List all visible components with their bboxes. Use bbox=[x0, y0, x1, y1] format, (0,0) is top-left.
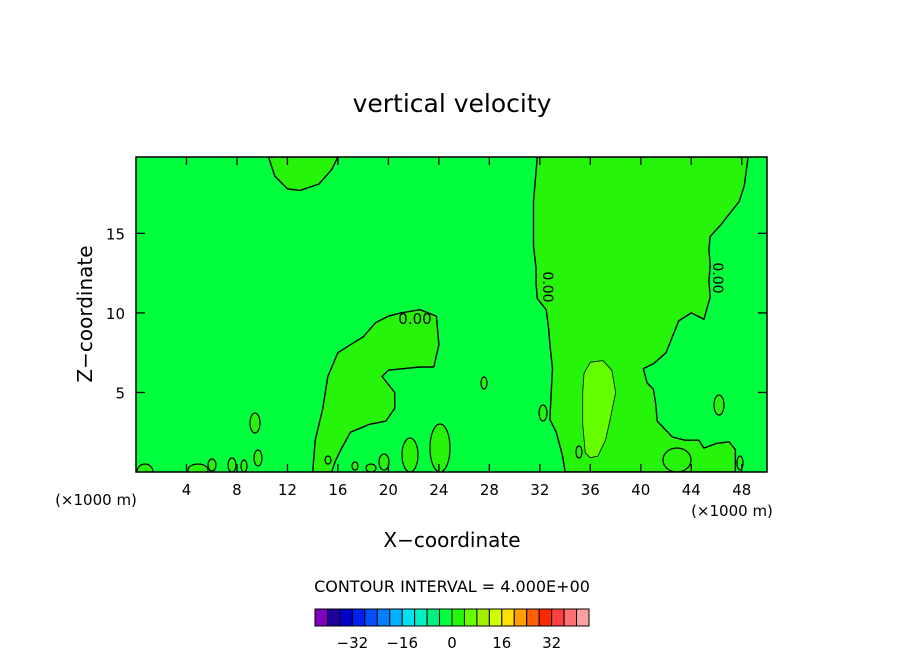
x-tick-label: 32 bbox=[530, 481, 549, 499]
contour-cell bbox=[351, 461, 359, 471]
colorbar-swatch bbox=[376, 608, 391, 627]
colorbar-swatch bbox=[339, 608, 353, 627]
contour-small-cells bbox=[136, 376, 744, 472]
y-tick-label: 15 bbox=[106, 225, 125, 243]
contour-cell bbox=[253, 449, 263, 467]
colorbar-swatch bbox=[513, 608, 528, 627]
contour-cell bbox=[207, 458, 217, 472]
y-tick-label: 5 bbox=[115, 384, 125, 402]
colorbar-swatch bbox=[563, 608, 578, 627]
colorbar bbox=[314, 608, 590, 627]
colorbar-swatch bbox=[551, 608, 565, 627]
x-axis-ticks: 4 8 12 16 20 24 28 32 36 40 44 48 bbox=[182, 157, 751, 499]
contour-interval-text: CONTOUR INTERVAL = 4.000E+00 bbox=[314, 577, 590, 596]
x-axis-label: X−coordinate bbox=[383, 528, 520, 552]
contour-region-2 bbox=[312, 309, 440, 472]
contour-cell bbox=[136, 463, 154, 472]
colorbar-swatch bbox=[351, 608, 366, 627]
x-tick-label: 44 bbox=[682, 481, 701, 499]
contour-cell bbox=[480, 376, 488, 390]
contour-label: 0.00 bbox=[539, 271, 555, 302]
contour-label: 0.00 bbox=[398, 310, 431, 328]
colorbar-swatch bbox=[501, 608, 515, 627]
colorbar-swatch bbox=[314, 608, 328, 627]
colorbar-tick-label: −32 bbox=[337, 634, 369, 652]
x-tick-label: 4 bbox=[182, 481, 192, 499]
contour-cell bbox=[249, 412, 261, 434]
plot-area: 0.00 0.00 0.00 bbox=[135, 156, 768, 473]
colorbar-swatch bbox=[576, 608, 590, 627]
x-tick-label: 16 bbox=[328, 481, 347, 499]
y-axis-ticks: 5 10 15 bbox=[106, 225, 767, 402]
contour-cell bbox=[187, 463, 209, 472]
contour-cell bbox=[324, 455, 332, 465]
colorbar-swatch bbox=[463, 608, 478, 627]
x-unit-left: (×1000 m) bbox=[55, 491, 137, 509]
contour-cell bbox=[240, 459, 248, 472]
colorbar-swatch bbox=[526, 608, 540, 627]
contour-region-1 bbox=[267, 157, 339, 192]
plot-frame bbox=[135, 156, 768, 473]
x-tick-label: 28 bbox=[480, 481, 499, 499]
colorbar-swatch bbox=[426, 608, 441, 627]
contour-cell bbox=[401, 437, 419, 472]
chart-title: vertical velocity bbox=[353, 89, 552, 118]
colorbar-swatch bbox=[439, 608, 453, 627]
contour-cell bbox=[662, 447, 692, 472]
x-tick-label: 8 bbox=[232, 481, 242, 499]
contour-label: 0.00 bbox=[709, 262, 725, 293]
x-tick-label: 12 bbox=[278, 481, 297, 499]
colorbar-swatch bbox=[538, 608, 553, 627]
x-tick-label: 48 bbox=[732, 481, 751, 499]
x-tick-label: 40 bbox=[631, 481, 650, 499]
colorbar-swatch bbox=[488, 608, 503, 627]
contour-regions bbox=[267, 157, 749, 472]
contour-cell bbox=[378, 453, 390, 471]
colorbar-tick-label: 0 bbox=[447, 634, 457, 652]
contour-region-4 bbox=[582, 360, 616, 459]
colorbar-swatch bbox=[414, 608, 428, 627]
contour-cell bbox=[365, 463, 377, 472]
y-axis-label: Z−coordinate bbox=[73, 245, 97, 382]
x-tick-label: 36 bbox=[581, 481, 600, 499]
colorbar-swatch bbox=[326, 608, 341, 627]
x-unit-right: (×1000 m) bbox=[691, 502, 773, 520]
contour-cell bbox=[227, 457, 237, 472]
colorbar-swatch bbox=[401, 608, 416, 627]
contour-cell bbox=[713, 394, 725, 416]
colorbar-swatch bbox=[476, 608, 490, 627]
contour-labels: 0.00 0.00 0.00 bbox=[398, 262, 725, 328]
y-tick-label: 10 bbox=[106, 305, 125, 323]
contour-cell bbox=[575, 445, 583, 459]
colorbar-swatch bbox=[389, 608, 403, 627]
colorbar-tick-label: 16 bbox=[492, 634, 511, 652]
colorbar-tick-label: −16 bbox=[386, 634, 418, 652]
x-tick-label: 24 bbox=[429, 481, 448, 499]
colorbar-swatch bbox=[364, 608, 378, 627]
colorbar-tick-label: 32 bbox=[542, 634, 561, 652]
colorbar-swatch bbox=[451, 608, 465, 627]
x-tick-label: 20 bbox=[379, 481, 398, 499]
colorbar-ticks: −32 −16 0 16 32 bbox=[337, 634, 562, 652]
contour-cell bbox=[429, 423, 451, 472]
contour-cell bbox=[538, 404, 548, 422]
